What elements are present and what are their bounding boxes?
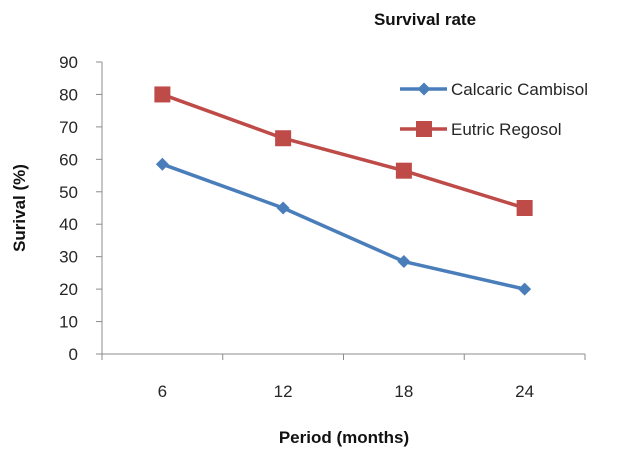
legend-item-eutric-regosol: Eutric Regosol: [400, 120, 562, 139]
y-tick-label: 80: [59, 85, 78, 104]
y-axis-title: Surival (%): [10, 164, 29, 252]
data-point-calcaric-cambisol: [397, 255, 411, 269]
data-point-eutric-regosol: [154, 86, 171, 103]
legend-label-calcaric-cambisol: Calcaric Cambisol: [451, 80, 588, 99]
x-tick-label: 24: [515, 382, 534, 401]
y-tick-label: 60: [59, 150, 78, 169]
data-point-eutric-regosol: [516, 200, 533, 216]
x-tick-label: 6: [158, 382, 167, 401]
legend-item-calcaric-cambisol: Calcaric Cambisol: [400, 80, 588, 99]
y-tick-label: 10: [59, 313, 78, 332]
x-axis: [101, 353, 586, 360]
y-tick-label: 40: [59, 215, 78, 234]
y-tick-label: 30: [59, 248, 78, 267]
data-point-eutric-regosol: [275, 130, 292, 147]
x-tick-labels: 6 12 18 24: [158, 382, 534, 401]
data-point-calcaric-cambisol: [276, 201, 290, 215]
series-calcaric-cambisol: [155, 157, 532, 296]
y-tick-labels: 0 10 20 30 40 50 60 70 80 90: [59, 53, 78, 364]
x-tick-label: 12: [274, 382, 293, 401]
y-tick-label: 90: [59, 53, 78, 72]
legend-label-eutric-regosol: Eutric Regosol: [451, 120, 562, 139]
data-point-eutric-regosol: [395, 162, 412, 179]
plot-series: [154, 86, 533, 296]
series-line-eutric-regosol: [161, 92, 526, 210]
chart-title: Survival rate: [374, 10, 476, 29]
legend-marker-calcaric-cambisol: [417, 82, 431, 96]
y-tick-label: 20: [59, 280, 78, 299]
y-axis: [96, 61, 103, 355]
y-tick-label: 0: [69, 345, 78, 364]
x-tick-label: 18: [394, 382, 413, 401]
y-tick-label: 70: [59, 118, 78, 137]
x-axis-title: Period (months): [279, 428, 409, 447]
legend-marker-eutric-regosol: [416, 121, 432, 137]
data-point-calcaric-cambisol: [518, 282, 532, 296]
legend: Calcaric Cambisol Eutric Regosol: [400, 80, 588, 139]
series-eutric-regosol: [154, 86, 533, 216]
series-line-calcaric-cambisol: [161, 162, 526, 291]
data-point-calcaric-cambisol: [155, 157, 169, 171]
y-tick-label: 50: [59, 183, 78, 202]
